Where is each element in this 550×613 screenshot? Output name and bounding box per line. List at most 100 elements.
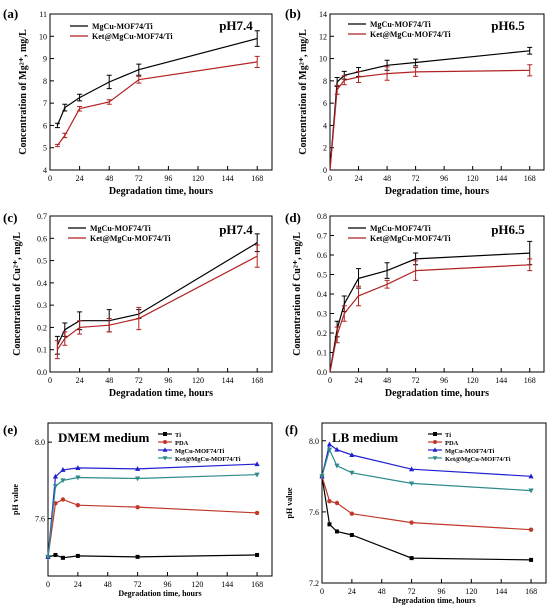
error-bar bbox=[136, 75, 142, 84]
x-tick-label: 72 bbox=[412, 376, 420, 385]
y-tick-label: 14 bbox=[319, 10, 327, 19]
error-bar bbox=[527, 258, 533, 272]
legend-label: MgCu-MOF74/Ti bbox=[370, 20, 432, 29]
x-tick-label: 24 bbox=[76, 376, 84, 385]
error-bar bbox=[62, 132, 68, 139]
series-line bbox=[47, 463, 258, 557]
error-bar bbox=[106, 99, 112, 105]
error-bar bbox=[254, 244, 260, 268]
data-point bbox=[53, 552, 58, 557]
x-tick-label: 0 bbox=[48, 376, 52, 385]
x-tick-label: 168 bbox=[251, 376, 263, 385]
x-tick-label: 48 bbox=[105, 376, 113, 385]
y-tick-label: 0.3 bbox=[37, 301, 47, 310]
series-line bbox=[321, 447, 532, 492]
y-tick-label: 0.0 bbox=[37, 368, 47, 377]
y-tick-label: 0 bbox=[323, 166, 327, 175]
error-bar bbox=[54, 122, 60, 129]
y-tick-label: 4 bbox=[43, 166, 47, 175]
x-tick-label: 72 bbox=[135, 376, 143, 385]
error-bar bbox=[527, 46, 533, 55]
data-point bbox=[135, 466, 141, 471]
error-bar bbox=[334, 326, 340, 344]
x-tick-label: 144 bbox=[495, 376, 507, 385]
y-tick-label: 0.1 bbox=[317, 349, 327, 358]
panel-b-series bbox=[329, 46, 533, 171]
legend-marker bbox=[433, 440, 437, 444]
panel-c-ylabel: Concentration of Cu²⁺, mg/L bbox=[12, 232, 23, 356]
y-tick-label: 10 bbox=[39, 32, 47, 41]
error-bar bbox=[384, 262, 390, 279]
panel-c-series bbox=[54, 233, 260, 360]
error-bar bbox=[106, 74, 112, 90]
panel-c-annotation: pH7.4 bbox=[219, 222, 253, 237]
x-tick-label: 24 bbox=[74, 580, 82, 589]
legend-label: MgCu-MOF74/Ti bbox=[90, 224, 152, 233]
x-tick-label: 72 bbox=[135, 174, 143, 183]
data-point bbox=[349, 452, 355, 457]
legend-label: PDA bbox=[175, 440, 189, 447]
data-point bbox=[349, 511, 355, 516]
panel-f-letter: (f) bbox=[285, 422, 298, 437]
panel-a-frame bbox=[49, 13, 273, 171]
data-point bbox=[349, 470, 355, 476]
y-tick-label: 2 bbox=[323, 144, 327, 153]
panel-d-annotation: pH6.5 bbox=[491, 222, 525, 237]
y-tick-label: 0.8 bbox=[317, 212, 327, 221]
y-tick-label: 0.7 bbox=[37, 212, 47, 221]
legend-marker bbox=[163, 432, 167, 436]
data-point bbox=[60, 555, 65, 560]
x-tick-label: 168 bbox=[524, 174, 536, 183]
y-tick-label: 0.3 bbox=[317, 310, 327, 319]
y-tick-label: 8 bbox=[323, 77, 327, 86]
data-point bbox=[326, 441, 333, 447]
panel-b-annotation: pH6.5 bbox=[491, 18, 525, 33]
series-line bbox=[56, 255, 258, 351]
x-tick-label: 96 bbox=[164, 376, 172, 385]
error-bar bbox=[527, 64, 533, 77]
x-tick-label: 24 bbox=[348, 587, 356, 596]
series-line bbox=[329, 264, 530, 373]
panel-f-ticks: 0 24 48 72 96 120 144 168 7.2 7.6 8.0 bbox=[309, 437, 537, 596]
x-tick-label: 0 bbox=[328, 174, 332, 183]
panel-a-ylabel: Concentration of Mg²⁺, mg/L bbox=[18, 29, 29, 155]
x-tick-label: 96 bbox=[164, 174, 172, 183]
panel-a-letter: (a) bbox=[3, 6, 18, 21]
y-tick-label: 5 bbox=[43, 144, 47, 153]
legend-marker bbox=[162, 456, 168, 461]
legend-label: MgCu-MOF74/Ti bbox=[370, 224, 432, 233]
panel-a: (a) 0 24 48 72 96 120 144 168 4 5 6 7 8 9 10 11 MgCu-MO… bbox=[3, 6, 273, 197]
panel-b-ylabel: Concentration of Mg²⁺, mg/L bbox=[298, 29, 309, 155]
error-bar bbox=[106, 318, 112, 333]
y-tick-label: 9 bbox=[43, 55, 47, 64]
legend-label: PDA bbox=[445, 440, 459, 447]
data-point bbox=[319, 474, 325, 480]
y-tick-label: 0.2 bbox=[37, 323, 47, 332]
series-line bbox=[321, 476, 532, 561]
data-point bbox=[45, 554, 51, 560]
x-tick-label: 168 bbox=[251, 580, 263, 589]
data-point bbox=[334, 500, 340, 506]
x-tick-label: 0 bbox=[46, 580, 50, 589]
error-bar bbox=[77, 93, 83, 102]
x-tick-label: 72 bbox=[134, 580, 142, 589]
error-bar bbox=[62, 103, 68, 112]
x-tick-label: 144 bbox=[222, 174, 234, 183]
x-tick-label: 144 bbox=[222, 376, 234, 385]
panel-a-ticks: 0 24 48 72 96 120 144 168 4 5 6 7 8 9 10 11 bbox=[39, 10, 263, 183]
error-bar bbox=[384, 279, 390, 289]
panel-c-letter: (c) bbox=[3, 210, 17, 225]
y-tick-label: 0.0 bbox=[317, 368, 327, 377]
legend-label: MgCu-MOF74/Ti bbox=[92, 22, 154, 31]
panel-e-xlabel: Degradation time, hours bbox=[118, 589, 201, 598]
legend-marker bbox=[433, 432, 437, 436]
series-line bbox=[321, 476, 532, 531]
y-tick-label: 8.0 bbox=[309, 437, 319, 446]
panel-c-xlabel: Degradation time, hours bbox=[109, 388, 213, 399]
error-bar bbox=[413, 260, 419, 281]
legend-label: Ket@MgCu-MOF74/Ti bbox=[90, 234, 171, 243]
